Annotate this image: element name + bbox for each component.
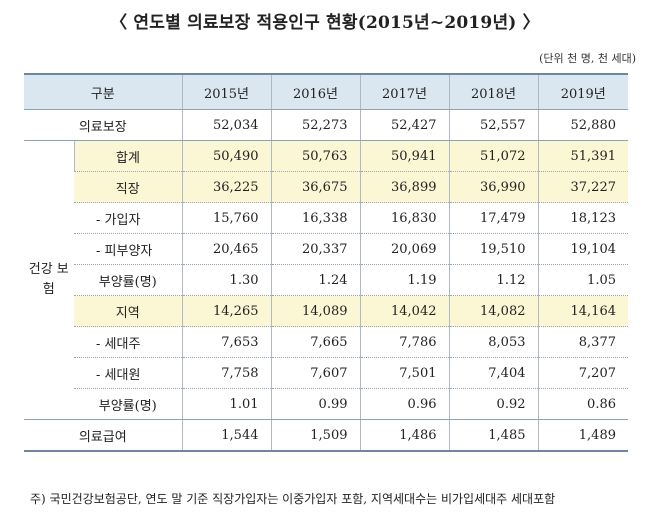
cell-value: 7,665: [270, 326, 360, 358]
row-label: - 세대원: [74, 357, 182, 389]
cell-value: 7,607: [270, 357, 360, 389]
header-category: 구분: [24, 73, 182, 110]
cell-value: 0.96: [359, 388, 449, 420]
cell-value: 50,763: [270, 140, 360, 172]
row-label: 의료급여: [24, 419, 182, 452]
cell-value: 7,786: [359, 326, 449, 358]
row-label: 지역: [74, 295, 182, 327]
table-row: - 피부양자 20,465 20,337 20,069 19,510 19,10…: [24, 233, 628, 265]
cell-value: 50,941: [359, 140, 449, 172]
table-row: - 세대주 7,653 7,665 7,786 8,053 8,377: [24, 326, 628, 358]
cell-value: 37,227: [537, 171, 628, 203]
row-label: 부양률(명): [74, 388, 182, 420]
cell-value: 36,990: [448, 171, 538, 203]
cell-value: 1.01: [181, 388, 271, 420]
cell-value: 8,053: [448, 326, 538, 358]
cell-value: 52,273: [270, 109, 360, 141]
cell-value: 7,758: [181, 357, 271, 389]
cell-value: 17,479: [448, 202, 538, 234]
cell-value: 20,069: [359, 233, 449, 265]
cell-value: 1,489: [537, 419, 628, 452]
cell-value: 0.99: [270, 388, 360, 420]
cell-value: 1.19: [359, 264, 449, 296]
cell-value: 14,082: [448, 295, 538, 327]
table-row: 의료급여 1,544 1,509 1,486 1,485 1,489: [24, 419, 628, 452]
cell-value: 1,509: [270, 419, 360, 452]
cell-value: 16,830: [359, 202, 449, 234]
table-row: 부양률(명) 1.30 1.24 1.19 1.12 1.05: [24, 264, 628, 296]
cell-value: 52,034: [181, 109, 271, 141]
row-label: 의료보장: [24, 109, 182, 141]
row-label: - 피부양자: [74, 233, 182, 265]
cell-value: 19,510: [448, 233, 538, 265]
group-label-health-insurance: 건강 보험: [24, 140, 74, 420]
row-label: - 가입자: [74, 202, 182, 234]
table-row: 지역 14,265 14,089 14,042 14,082 14,164: [24, 295, 628, 327]
cell-value: 36,899: [359, 171, 449, 203]
row-label: - 세대주: [74, 326, 182, 358]
cell-value: 52,427: [359, 109, 449, 141]
footnote: 주) 국민건강보험공단, 연도 말 기준 직장가입자는 이중가입자 포함, 지역…: [30, 492, 556, 506]
cell-value: 36,225: [181, 171, 271, 203]
cell-value: 14,042: [359, 295, 449, 327]
row-label: 부양률(명): [74, 264, 182, 296]
row-label: 직장: [74, 171, 182, 203]
cell-value: 1.12: [448, 264, 538, 296]
cell-value: 0.86: [537, 388, 628, 420]
cell-value: 14,164: [537, 295, 628, 327]
cell-value: 7,501: [359, 357, 449, 389]
table-row: - 세대원 7,758 7,607 7,501 7,404 7,207: [24, 357, 628, 389]
cell-value: 1,544: [181, 419, 271, 452]
page-title: 〈 연도별 의료보장 적용인구 현황(2015년~2019년) 〉: [110, 13, 540, 33]
cell-value: 52,557: [448, 109, 538, 141]
cell-value: 0.92: [448, 388, 538, 420]
header-year: 2018년: [448, 73, 538, 110]
cell-value: 36,675: [270, 171, 360, 203]
header-year: 2019년: [537, 73, 628, 110]
cell-value: 1.24: [270, 264, 360, 296]
cell-value: 50,490: [181, 140, 271, 172]
cell-value: 14,089: [270, 295, 360, 327]
cell-value: 16,338: [270, 202, 360, 234]
cell-value: 52,880: [537, 109, 628, 141]
cell-value: 14,265: [181, 295, 271, 327]
cell-value: 8,377: [537, 326, 628, 358]
cell-value: 7,653: [181, 326, 271, 358]
table-row: 의료보장 52,034 52,273 52,427 52,557 52,880: [24, 109, 628, 141]
cell-value: 51,072: [448, 140, 538, 172]
cell-value: 19,104: [537, 233, 628, 265]
header-year: 2015년: [181, 73, 271, 110]
table-row: 직장 36,225 36,675 36,899 36,990 37,227: [24, 171, 628, 203]
population-table: 구분 2015년 2016년 2017년 2018년 2019년 의료보장 52…: [24, 73, 628, 452]
cell-value: 7,207: [537, 357, 628, 389]
cell-value: 1.05: [537, 264, 628, 296]
row-label: 합계: [73, 140, 182, 172]
cell-value: 1,486: [359, 419, 449, 452]
header-year: 2016년: [270, 73, 360, 110]
cell-value: 1,485: [448, 419, 538, 452]
cell-value: 15,760: [181, 202, 271, 234]
cell-value: 1.30: [181, 264, 271, 296]
header-row: 구분 2015년 2016년 2017년 2018년 2019년: [24, 73, 628, 110]
table-row: 건강 보험 합계 50,490 50,763 50,941 51,072 51,…: [24, 140, 628, 420]
cell-value: 20,337: [270, 233, 360, 265]
cell-value: 18,123: [537, 202, 628, 234]
cell-value: 51,391: [537, 140, 628, 172]
table-row: - 가입자 15,760 16,338 16,830 17,479 18,123: [24, 202, 628, 234]
table-row: 부양률(명) 1.01 0.99 0.96 0.92 0.86: [24, 388, 628, 420]
cell-value: 20,465: [181, 233, 271, 265]
header-year: 2017년: [359, 73, 449, 110]
cell-value: 7,404: [448, 357, 538, 389]
unit-note: (단위 천 명, 천 세대): [539, 52, 636, 65]
